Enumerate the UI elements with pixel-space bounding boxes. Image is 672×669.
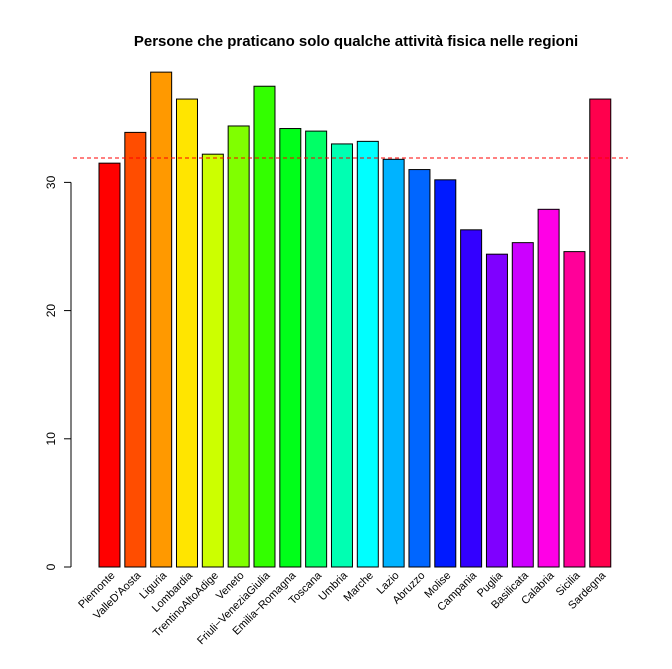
y-tick-label: 0 — [44, 563, 58, 570]
bar-16 — [511, 242, 534, 568]
bar-8 — [305, 130, 328, 568]
bar-1 — [124, 131, 147, 568]
y-tick-label: 30 — [44, 175, 58, 189]
bar-12 — [408, 169, 431, 568]
bar-13 — [434, 179, 457, 568]
bar-9 — [330, 143, 353, 568]
bar-17 — [537, 208, 560, 568]
bar-7 — [279, 128, 302, 568]
bar-6 — [253, 85, 276, 568]
category-labels: PiemonteValleD'AostaLiguriaLombardiaTren… — [76, 569, 609, 647]
bar-18 — [563, 251, 586, 568]
bar-14 — [460, 229, 483, 568]
y-tick-label: 10 — [44, 432, 58, 446]
y-axis: 0 10 20 30 — [44, 175, 72, 570]
bar-2 — [150, 71, 173, 568]
bar-4 — [201, 153, 224, 568]
bars — [98, 71, 612, 568]
bar-15 — [485, 253, 508, 568]
bar-5 — [227, 125, 250, 568]
bar-11 — [382, 158, 405, 568]
bar-3 — [175, 98, 198, 568]
y-tick-label: 20 — [44, 304, 58, 318]
bar-19 — [589, 98, 612, 568]
bar-10 — [356, 140, 379, 568]
chart-title: Persone che praticano solo qualche attiv… — [134, 33, 578, 50]
bar-0 — [98, 162, 121, 568]
